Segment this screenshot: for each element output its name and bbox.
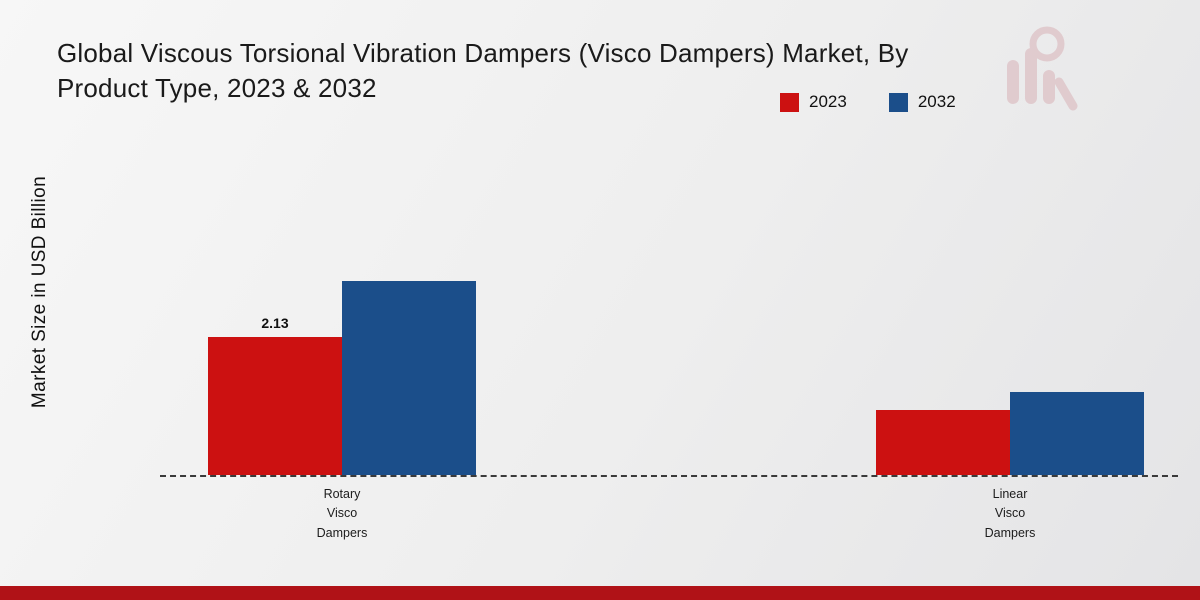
bar-2023-0 — [208, 337, 342, 475]
legend: 2023 2032 — [780, 92, 956, 112]
category-label: Rotary Visco Dampers — [242, 485, 442, 543]
legend-swatch-icon — [888, 92, 908, 112]
footer-accent-bar — [0, 586, 1200, 600]
bar-2032-0 — [342, 281, 476, 475]
bar-value-label: 2.13 — [261, 315, 289, 331]
bar-2023-1 — [876, 410, 1010, 475]
category-label-line: Rotary — [323, 487, 361, 501]
category-label-line: Linear — [992, 487, 1028, 501]
plot-area: 2.13 Rotary Visco Dampers Linear Visco Dampers — [160, 150, 1178, 540]
watermark-logo-icon — [985, 22, 1085, 122]
category-label-line: Dampers — [984, 525, 1036, 540]
category-label-line: Visco — [994, 506, 1026, 521]
page-title: Global Viscous Torsional Vibration Dampe… — [57, 38, 909, 104]
legend-item-2023: 2023 — [780, 92, 847, 112]
legend-item-2032: 2032 — [888, 92, 956, 112]
legend-label: 2032 — [917, 92, 956, 111]
legend-swatch-icon — [780, 92, 799, 112]
category-label-line: Visco — [326, 506, 358, 521]
legend-label: 2023 — [809, 92, 847, 111]
bar-2032-1 — [1010, 392, 1144, 475]
category-label-line: Dampers — [316, 525, 368, 540]
category-label: Linear Visco Dampers — [910, 485, 1110, 543]
